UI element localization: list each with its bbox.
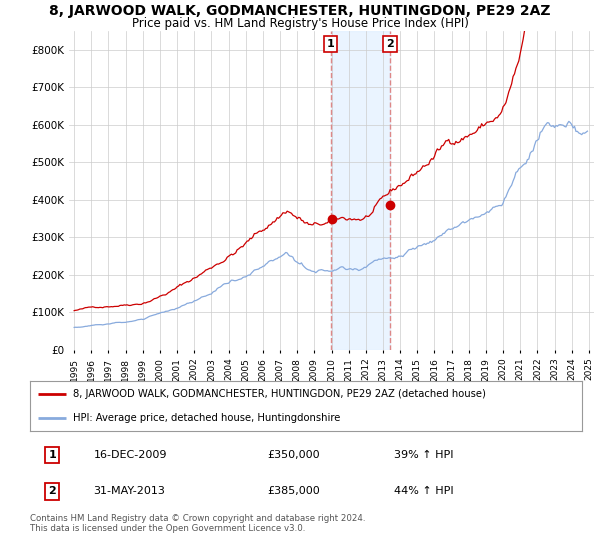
Text: 2: 2 xyxy=(48,487,56,496)
Text: 31-MAY-2013: 31-MAY-2013 xyxy=(94,487,166,496)
Bar xyxy=(331,31,390,350)
Text: 44% ↑ HPI: 44% ↑ HPI xyxy=(394,487,454,496)
Text: 16-DEC-2009: 16-DEC-2009 xyxy=(94,450,167,460)
Text: £350,000: £350,000 xyxy=(268,450,320,460)
Text: 1: 1 xyxy=(48,450,56,460)
Text: £385,000: £385,000 xyxy=(268,487,320,496)
Text: 8, JARWOOD WALK, GODMANCHESTER, HUNTINGDON, PE29 2AZ (detached house): 8, JARWOOD WALK, GODMANCHESTER, HUNTINGD… xyxy=(73,389,486,399)
Text: HPI: Average price, detached house, Huntingdonshire: HPI: Average price, detached house, Hunt… xyxy=(73,413,340,423)
Text: Price paid vs. HM Land Registry's House Price Index (HPI): Price paid vs. HM Land Registry's House … xyxy=(131,17,469,30)
Text: 39% ↑ HPI: 39% ↑ HPI xyxy=(394,450,454,460)
Text: 1: 1 xyxy=(327,39,335,49)
Text: 8, JARWOOD WALK, GODMANCHESTER, HUNTINGDON, PE29 2AZ: 8, JARWOOD WALK, GODMANCHESTER, HUNTINGD… xyxy=(49,4,551,18)
Text: Contains HM Land Registry data © Crown copyright and database right 2024.
This d: Contains HM Land Registry data © Crown c… xyxy=(30,514,365,534)
Text: 2: 2 xyxy=(386,39,394,49)
